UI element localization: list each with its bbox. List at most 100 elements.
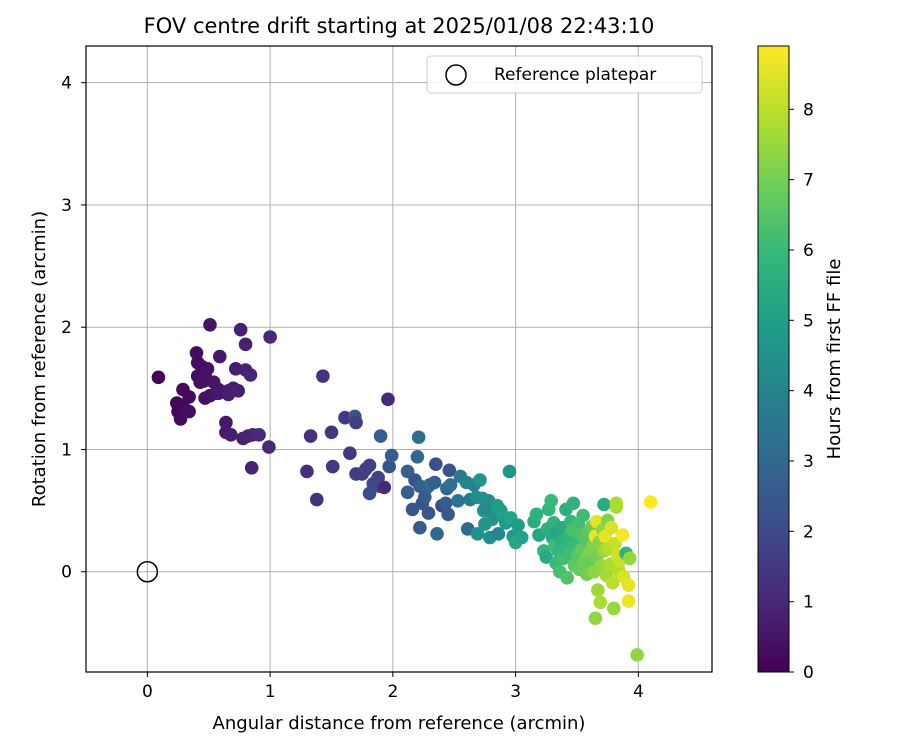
data-point <box>343 446 357 460</box>
data-point <box>377 480 392 495</box>
data-point <box>604 520 619 535</box>
colorbar-tick-label: 4 <box>803 382 814 402</box>
x-tick-label: 1 <box>265 682 276 702</box>
data-point <box>470 527 485 541</box>
data-point <box>151 370 166 385</box>
data-point <box>514 530 529 545</box>
x-axis-label: Angular distance from reference (arcmin) <box>213 713 586 734</box>
legend-box <box>426 55 703 94</box>
chart-title: FOV centre drift starting at 2025/01/08 … <box>144 14 655 38</box>
data-point <box>591 583 605 597</box>
data-point <box>243 368 258 382</box>
colorbar-tick-label: 8 <box>803 100 814 120</box>
data-point <box>224 428 238 442</box>
legend-marker-icon <box>445 64 467 86</box>
data-point <box>630 648 644 662</box>
colorbar-tick-label: 1 <box>803 593 814 613</box>
data-point <box>413 520 427 535</box>
data-points <box>151 317 658 662</box>
data-point <box>231 383 246 398</box>
data-point <box>405 502 420 517</box>
x-tick-label: 2 <box>387 682 398 702</box>
data-point <box>597 497 611 512</box>
data-point <box>429 457 443 471</box>
data-point <box>325 459 340 474</box>
data-point <box>529 507 544 522</box>
x-tick-label: 4 <box>633 682 644 702</box>
x-tick-label: 0 <box>142 682 153 702</box>
data-point <box>502 464 517 479</box>
data-point <box>473 473 487 487</box>
data-point <box>421 506 436 520</box>
data-point <box>219 415 233 430</box>
y-tick-label: 2 <box>61 318 72 338</box>
data-point <box>593 595 608 610</box>
legend: Reference platepar <box>426 55 703 94</box>
data-point <box>605 575 620 590</box>
data-point <box>262 440 276 454</box>
colorbar-tick-label: 6 <box>803 241 814 261</box>
data-point <box>544 494 559 508</box>
y-tick-label: 1 <box>61 440 72 460</box>
data-point <box>621 578 636 592</box>
y-axis-label: Rotation from reference (arcmin) <box>29 211 50 507</box>
data-point <box>539 550 554 564</box>
data-point <box>362 458 377 473</box>
data-point <box>411 430 426 445</box>
x-tick-label: 3 <box>510 682 521 702</box>
data-point <box>200 361 215 376</box>
legend-label: Reference platepar <box>494 65 656 85</box>
y-tick-label: 3 <box>61 196 72 216</box>
y-tick-label: 4 <box>61 74 72 94</box>
data-point <box>252 428 266 442</box>
data-point <box>622 551 637 566</box>
colorbar-tick-label: 5 <box>803 311 814 331</box>
data-point <box>373 429 388 443</box>
data-point <box>576 508 590 523</box>
data-point <box>607 601 621 616</box>
colorbar-tick-label: 3 <box>803 452 814 472</box>
data-point <box>400 485 415 500</box>
data-point <box>643 495 658 509</box>
data-point <box>263 330 277 344</box>
colorbar-ticks: 0 1 2 3 4 5 6 7 8 <box>789 100 814 683</box>
data-point <box>384 448 399 463</box>
data-point <box>588 611 603 626</box>
data-point <box>438 496 453 511</box>
y-tick-label: 0 <box>61 563 72 583</box>
data-point <box>410 450 425 464</box>
data-point <box>609 496 624 511</box>
reference-platepar-marker <box>136 560 159 583</box>
plot-frame <box>85 45 713 673</box>
data-point <box>441 507 455 522</box>
data-point <box>615 528 630 542</box>
data-point <box>349 415 363 430</box>
data-point <box>324 425 339 440</box>
data-point <box>233 322 248 337</box>
data-point <box>238 337 253 352</box>
data-point <box>443 478 458 492</box>
data-point <box>621 594 636 608</box>
data-point <box>316 369 330 383</box>
colorbar-label: Hours from first FF file <box>824 259 845 460</box>
data-point <box>442 463 457 478</box>
data-point <box>566 496 581 511</box>
colorbar-tick-label: 0 <box>803 663 814 683</box>
colorbar-tick-label: 7 <box>803 171 814 191</box>
x-axis-ticks: 0 1 2 3 4 <box>142 672 644 702</box>
data-point <box>451 494 465 508</box>
data-point <box>491 527 506 541</box>
data-point <box>303 429 318 443</box>
data-point <box>381 392 395 407</box>
data-point <box>511 518 525 533</box>
data-point <box>309 492 324 507</box>
data-point <box>427 475 442 490</box>
data-point <box>430 527 444 541</box>
data-point <box>244 461 259 475</box>
reference-point <box>136 560 159 583</box>
colorbar-gradient <box>757 45 790 673</box>
data-point <box>182 390 196 404</box>
colorbar: 0 1 2 3 4 5 6 7 8 Hours from first FF file <box>757 45 845 683</box>
data-point <box>382 459 396 474</box>
